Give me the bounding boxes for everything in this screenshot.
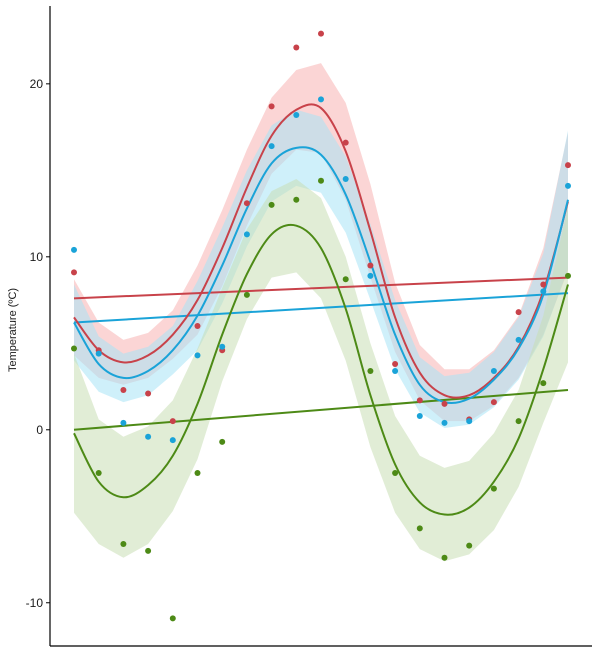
data-point [71, 269, 77, 276]
data-point [367, 272, 374, 279]
data-point [243, 231, 250, 238]
data-point [466, 418, 473, 425]
data-point [95, 470, 102, 477]
data-point [367, 367, 374, 374]
y-tick-label: 10 [30, 250, 44, 264]
data-point [490, 399, 497, 406]
data-point [194, 323, 201, 329]
smoothed-lines [73, 103, 569, 516]
data-point [219, 438, 226, 445]
data-point [120, 419, 127, 426]
data-point [120, 540, 127, 547]
confidence-band-3 [74, 178, 568, 562]
data-point [416, 525, 423, 532]
data-point [145, 547, 152, 554]
data-point [416, 397, 423, 404]
data-point [293, 44, 300, 51]
data-point [515, 309, 522, 316]
y-axis-title: Temperature (ºC) [7, 288, 19, 372]
data-point [441, 554, 448, 561]
data-point [169, 437, 176, 444]
smooth-line-3 [73, 223, 569, 516]
y-tick-label: -10 [26, 596, 44, 610]
data-point [95, 350, 102, 357]
y-tick-label: 0 [36, 423, 43, 437]
data-point [565, 162, 571, 169]
data-point [515, 336, 522, 343]
data-point [243, 200, 250, 207]
data-point [120, 387, 127, 393]
data-point [169, 615, 176, 622]
data-point [342, 175, 349, 182]
data-point [318, 177, 324, 184]
data-point [293, 111, 300, 118]
data-point [540, 288, 547, 295]
trend-line-2 [73, 292, 569, 324]
data-point [71, 345, 77, 352]
data-point [392, 470, 399, 477]
data-point [515, 418, 522, 425]
data-point [466, 542, 473, 549]
data-point [490, 367, 497, 374]
confidence-bands [74, 63, 568, 562]
data-point [540, 281, 547, 288]
linear-trend-lines [73, 276, 569, 431]
data-point [392, 367, 399, 374]
data-point [342, 276, 349, 283]
data-point [441, 400, 448, 407]
data-point [219, 343, 226, 350]
data-point [194, 470, 201, 477]
data-point [145, 433, 152, 440]
smooth-line-1 [73, 103, 569, 399]
y-axis-ticks: -10 0 10 20 [26, 77, 50, 610]
data-point [392, 361, 399, 368]
data-point [318, 30, 324, 37]
data-point [416, 412, 423, 419]
data-point [318, 96, 324, 103]
confidence-band-2 [74, 109, 568, 429]
data-point [145, 390, 152, 397]
data-point [540, 380, 547, 387]
data-points [71, 30, 571, 622]
axes [49, 6, 592, 647]
data-point [243, 291, 250, 298]
data-point [565, 182, 571, 189]
data-point [71, 246, 77, 253]
smooth-line-2 [73, 146, 569, 405]
data-point [565, 272, 571, 279]
data-point [367, 262, 374, 269]
data-point [268, 103, 275, 110]
data-point [268, 201, 275, 208]
data-point [441, 419, 448, 426]
data-point [342, 139, 349, 146]
trend-line-3 [73, 389, 569, 431]
y-tick-label: 20 [30, 77, 44, 91]
data-point [293, 196, 300, 203]
data-point [268, 143, 275, 150]
data-point [194, 352, 201, 359]
data-point [169, 418, 176, 425]
data-point [490, 485, 497, 492]
trend-line-1 [73, 276, 569, 300]
